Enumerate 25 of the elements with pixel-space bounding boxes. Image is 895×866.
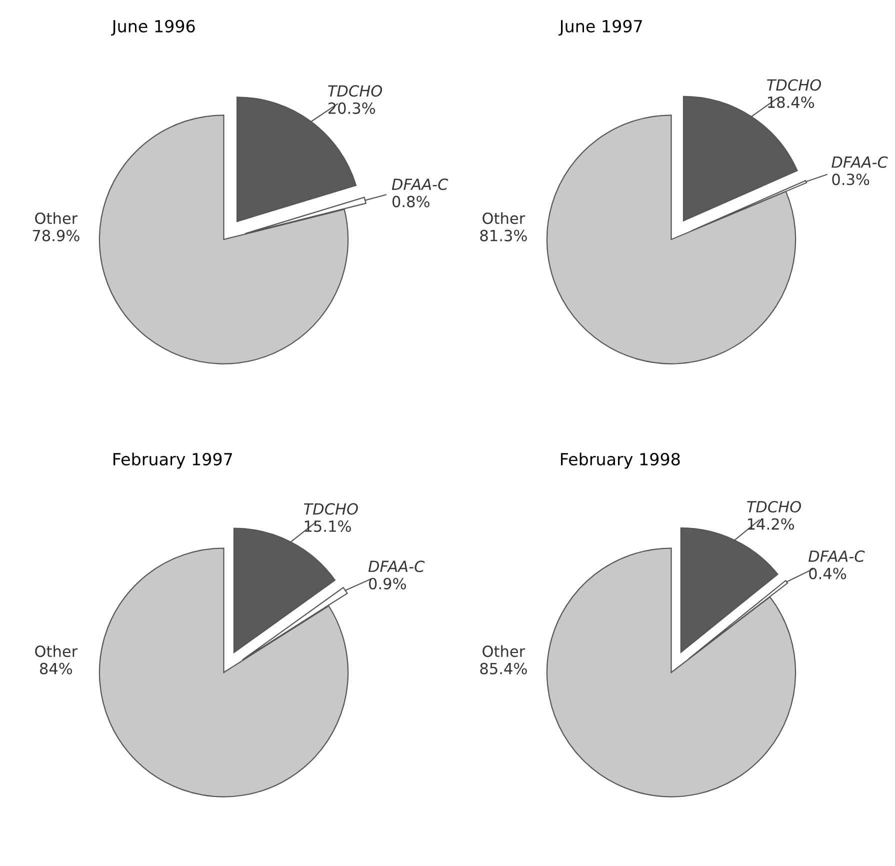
data-label: 0.3%: [832, 174, 870, 186]
chart-title: June 1996: [111, 20, 195, 36]
data-label: 0.9%: [369, 578, 406, 590]
data-label: 20.3%: [328, 102, 376, 114]
data-label: 84%: [40, 662, 72, 674]
slice-label: Other: [482, 212, 526, 224]
data-label: 81.3%: [480, 230, 527, 242]
slice-label: DFAA-C: [832, 156, 888, 168]
chart-title: February 1998: [561, 452, 680, 469]
slice-label: TDCHO: [328, 85, 382, 97]
slice-label: TDCHO: [766, 79, 822, 91]
slice-label: DFAA-C: [368, 560, 425, 572]
slice-label: Other: [35, 212, 78, 224]
slice-label: DFAA-C: [392, 178, 448, 190]
slice-label: Other: [35, 645, 78, 658]
data-label: 0.4%: [809, 568, 846, 580]
data-label: 85.4%: [480, 662, 527, 674]
slice-label: DFAA-C: [808, 550, 865, 562]
data-label: 78.9%: [32, 230, 80, 242]
slice-label: TDCHO: [304, 503, 358, 515]
slice-label: Other: [482, 645, 526, 658]
chart-title: February 1997: [114, 452, 232, 469]
chart-title: June 1997: [558, 20, 642, 36]
data-label: 0.8%: [392, 196, 430, 208]
slice-label: TDCHO: [746, 500, 801, 513]
